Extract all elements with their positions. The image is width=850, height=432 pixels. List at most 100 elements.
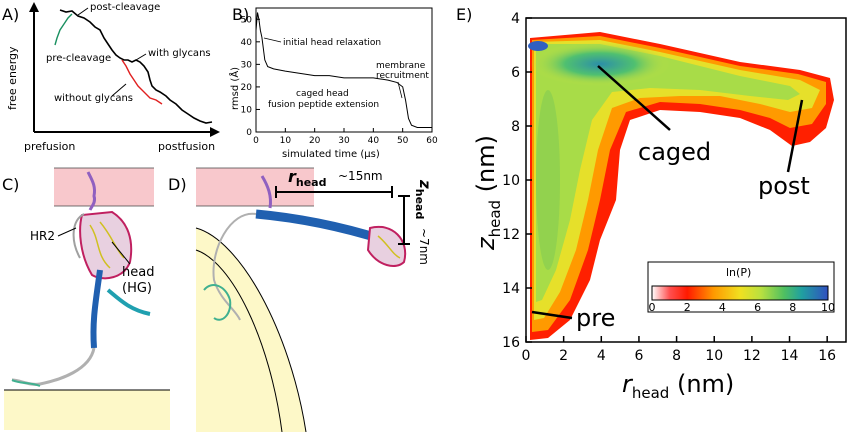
heatmap-density (528, 32, 834, 340)
label-hr2: HR2 (30, 229, 55, 243)
label-pre-cleavage: pre-cleavage (46, 53, 111, 64)
head-domain-c (79, 210, 133, 280)
rhead-value: ~15nm (338, 169, 383, 183)
heatmap-ylabel-unit: (nm) (472, 135, 500, 200)
leader-caged (597, 65, 671, 131)
label-hg: (HG) (122, 281, 152, 296)
viral-membrane-d (196, 228, 306, 432)
gray-strand-c (11, 347, 96, 386)
heatmap-ytick-label: 12 (502, 227, 520, 243)
panel-b-xtick-label: 10 (280, 136, 292, 146)
label-without-glycans: without glycans (54, 93, 133, 104)
host-membrane-d (196, 168, 314, 206)
heatmap-xtick-label: 4 (597, 348, 606, 364)
heatmap-ylabel: zhead (nm) (472, 135, 504, 251)
panel-b-yticks: 0 10 20 30 40 50 (241, 15, 260, 138)
head-detail-d (377, 235, 401, 259)
heatmap-ylabel-symbol: z (472, 236, 500, 251)
gray-strand-d (212, 212, 257, 321)
heatmap-xtick-label: 2 (559, 348, 568, 364)
label-fusion-peptide: fusion peptide extension (268, 100, 379, 110)
panel-b-xtick-label: 60 (426, 136, 438, 146)
colorbar-tick-label: 0 (649, 301, 656, 314)
colorbar-tick-label: 2 (684, 301, 691, 314)
heatmap-ytick-label: 14 (502, 281, 520, 297)
zhead-value: ~7nm (417, 228, 431, 265)
panel-b-xtick-label: 50 (397, 136, 409, 146)
fusion-peptide-c (86, 171, 96, 211)
heatmap-xlabel-unit: (nm) (669, 370, 734, 398)
label-caged-head: caged head (296, 89, 349, 99)
label-with-glycans: with glycans (148, 48, 211, 59)
panel-a: A) free energy prefusion postfusion post… (2, 2, 220, 153)
viral-membrane-d-outer (195, 249, 283, 432)
leader-post-cleavage (77, 7, 89, 16)
leader-membrane (397, 81, 403, 99)
helix-branch-c (106, 288, 151, 316)
leader-hr2 (57, 227, 77, 237)
colorbar-tick-label: 6 (754, 301, 761, 314)
heatmap-xtick-label: 16 (818, 348, 836, 364)
colorbar-tick-label: 8 (789, 301, 796, 314)
panel-b-ylabel: rmsd (Å) (228, 67, 241, 110)
host-membrane-top (54, 168, 154, 206)
density-core (530, 42, 670, 86)
zhead-symbol: z (416, 179, 434, 189)
heatmap-ytick-label: 16 (502, 335, 520, 351)
label-pre: pre (576, 304, 615, 332)
stem-helix-c (90, 269, 103, 349)
rmsd-line (255, 12, 432, 128)
heatmap-xtick-label: 8 (672, 348, 681, 364)
heatmap-xtick-label: 6 (634, 348, 643, 364)
panel-b-xtick-label: 20 (309, 136, 321, 146)
density-peak (528, 41, 548, 51)
colorbar-tick-label: 10 (821, 301, 835, 314)
heatmap-xticks: 0 2 4 6 8 10 12 14 16 (522, 336, 836, 364)
heatmap-xtick-label: 12 (743, 348, 761, 364)
energy-curve-without-glycans (121, 59, 163, 105)
leader-initial-relaxation (263, 37, 282, 43)
panel-e-label: E) (456, 5, 472, 24)
panel-b-ytick-label: 40 (241, 38, 253, 48)
panel-b-xtick-label: 30 (338, 136, 350, 146)
heatmap-xtick-label: 14 (781, 348, 799, 364)
panel-a-x-start: prefusion (24, 140, 75, 153)
heatmap-xlabel-sub: head (632, 384, 669, 402)
colorbar-ticks: 0 2 4 6 8 10 (649, 301, 836, 314)
panel-d: D) rhead ~15nm zhead ~7nm (168, 167, 434, 432)
viral-membrane (4, 390, 170, 430)
panel-b-xtick-label: 0 (253, 136, 259, 146)
label-post: post (758, 172, 810, 200)
colorbar-title: ln(P) (726, 266, 751, 279)
panel-b: B) rmsd (Å) simulated time (μs) 0 10 20 30 4… (228, 5, 438, 160)
hr2-strand-c (72, 213, 85, 259)
heatmap-xlabel: rhead (nm) (622, 370, 734, 402)
leader-without-glycans (111, 83, 127, 97)
heatmap-ytick-label: 6 (511, 65, 520, 81)
label-head: head (122, 265, 154, 280)
head-detail-c (89, 221, 125, 269)
panel-b-ytick-label: 50 (241, 15, 253, 25)
rhead-symbol: r (288, 167, 297, 186)
density-yellow (534, 40, 820, 320)
head-domain-d (366, 225, 407, 267)
panel-b-xlabel: simulated time (μs) (282, 149, 380, 160)
heatmap-yticks: 4 6 8 10 12 14 16 (502, 11, 532, 351)
teal-coil-d (203, 284, 232, 321)
panel-a-x-arrow (210, 127, 220, 137)
panel-b-xticks: 0 10 20 30 40 50 60 (253, 128, 438, 146)
panel-b-ytick-label: 0 (246, 128, 252, 138)
leader-pre (531, 310, 573, 320)
heatmap-xtick-label: 10 (705, 348, 723, 364)
stem-helix-d (255, 209, 386, 245)
panel-c: C) HR2 head (HG) (2, 167, 170, 430)
panel-b-ytick-label: 20 (241, 83, 253, 93)
viral-membrane-d-inner (195, 227, 307, 432)
label-membrane: membrane (376, 61, 426, 71)
leader-head (111, 241, 131, 265)
zhead-label: zhead (413, 179, 434, 219)
rhead-label: rhead (288, 167, 326, 189)
label-caged: caged (638, 138, 711, 166)
